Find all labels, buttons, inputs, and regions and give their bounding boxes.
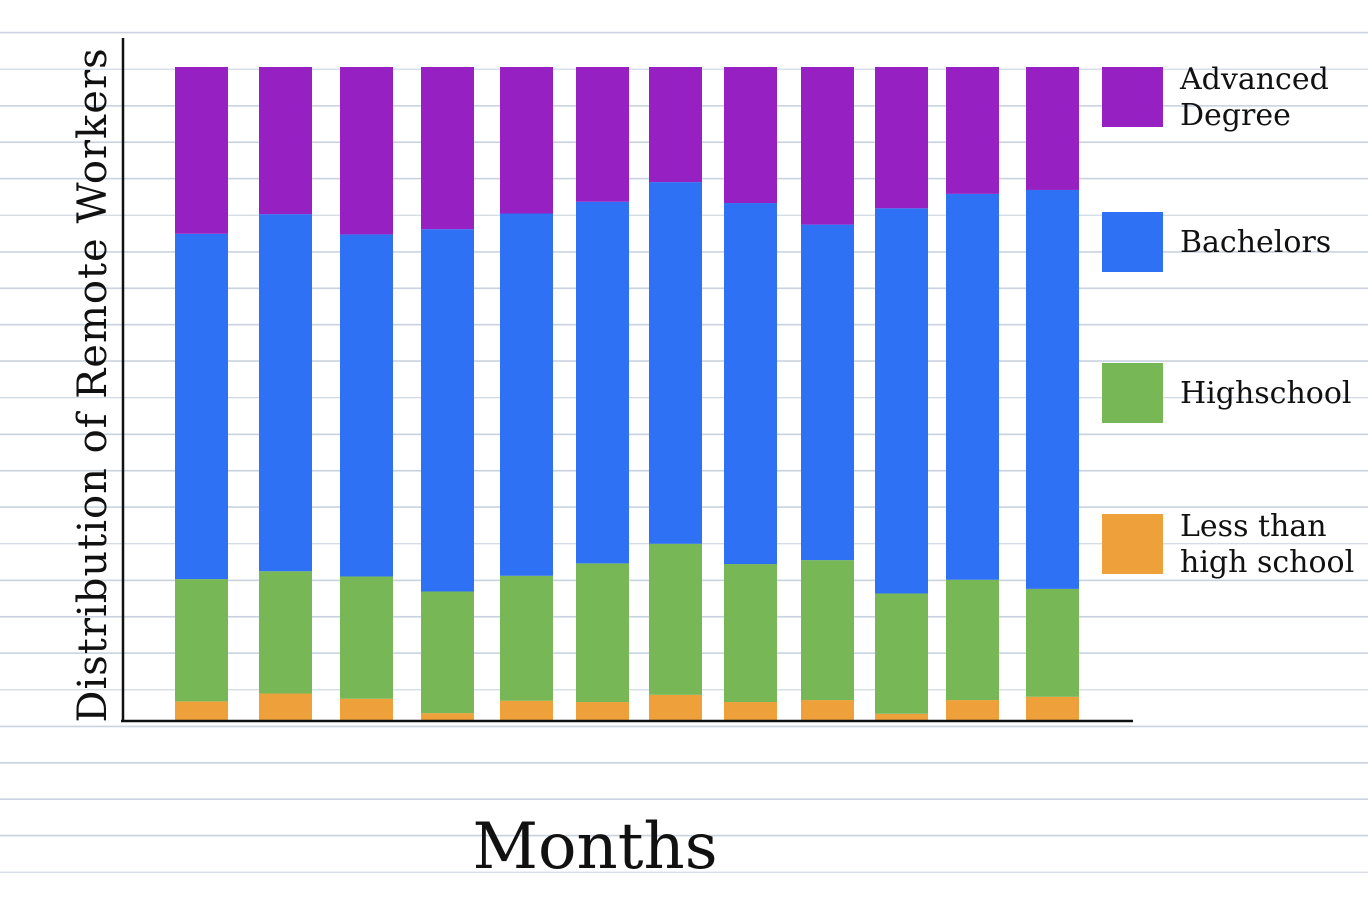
legend-swatch: [1102, 212, 1163, 272]
bar-segment: [340, 234, 393, 577]
y-axis-label: Distribution of Remote Workers: [70, 47, 116, 722]
bar-segment: [421, 713, 474, 721]
bar-segment: [801, 560, 854, 701]
bar-segment: [1026, 189, 1079, 589]
bar-segment: [500, 700, 553, 721]
legend-label: high school: [1180, 545, 1354, 580]
bar-segment: [340, 698, 393, 721]
bar-segment: [576, 201, 629, 564]
bar-segment: [649, 67, 702, 183]
bar-segment: [724, 702, 777, 721]
bar-segment: [175, 579, 228, 702]
bar-segment: [259, 571, 312, 694]
bar-segment: [500, 67, 553, 214]
bar-segment: [649, 694, 702, 721]
bar-segment: [1026, 696, 1079, 721]
bar-segment: [421, 591, 474, 714]
bar-segment: [946, 67, 999, 194]
bar-segment: [724, 203, 777, 565]
bar-segment: [946, 700, 999, 721]
bar-segment: [175, 233, 228, 580]
bar-segment: [875, 713, 928, 721]
bar-segment: [500, 213, 553, 576]
legend-swatch: [1102, 514, 1163, 574]
bar-segment: [340, 576, 393, 699]
legend-label: Less than: [1180, 509, 1327, 544]
x-axis-label: Months: [472, 810, 717, 884]
bar-segment: [801, 700, 854, 721]
bar-segment: [724, 564, 777, 703]
legend-item: Bachelors: [1102, 212, 1331, 272]
bar-segment: [175, 67, 228, 234]
bar-segment: [259, 214, 312, 572]
bar-segment: [259, 693, 312, 721]
bar-segment: [946, 193, 999, 580]
legend-label: Highschool: [1180, 376, 1352, 411]
legend-swatch: [1102, 363, 1163, 423]
bar-segment: [576, 702, 629, 721]
bar-segment: [724, 67, 777, 204]
bar-segment: [1026, 67, 1079, 190]
legend-label: Degree: [1180, 98, 1291, 133]
bar-segment: [649, 182, 702, 544]
bar-segment: [801, 224, 854, 561]
bar-segment: [500, 575, 553, 701]
bar-segment: [421, 67, 474, 230]
legend-item: Highschool: [1102, 363, 1352, 423]
bar-segment: [576, 563, 629, 703]
bar-segment: [801, 67, 854, 225]
bar-segment: [576, 67, 629, 202]
bar-segment: [175, 701, 228, 721]
bar-segment: [259, 67, 312, 215]
legend-swatch: [1102, 67, 1163, 127]
bar-segment: [340, 67, 393, 235]
bar-segment: [1026, 588, 1079, 697]
bar-segment: [875, 67, 928, 209]
bar-segment: [649, 543, 702, 695]
legend-label: Bachelors: [1180, 225, 1331, 260]
bar-segment: [875, 208, 928, 594]
bar-segment: [875, 593, 928, 714]
bars-group: [175, 67, 1079, 721]
legend-label: Advanced: [1179, 62, 1329, 97]
bar-segment: [421, 229, 474, 592]
bar-segment: [946, 579, 999, 701]
